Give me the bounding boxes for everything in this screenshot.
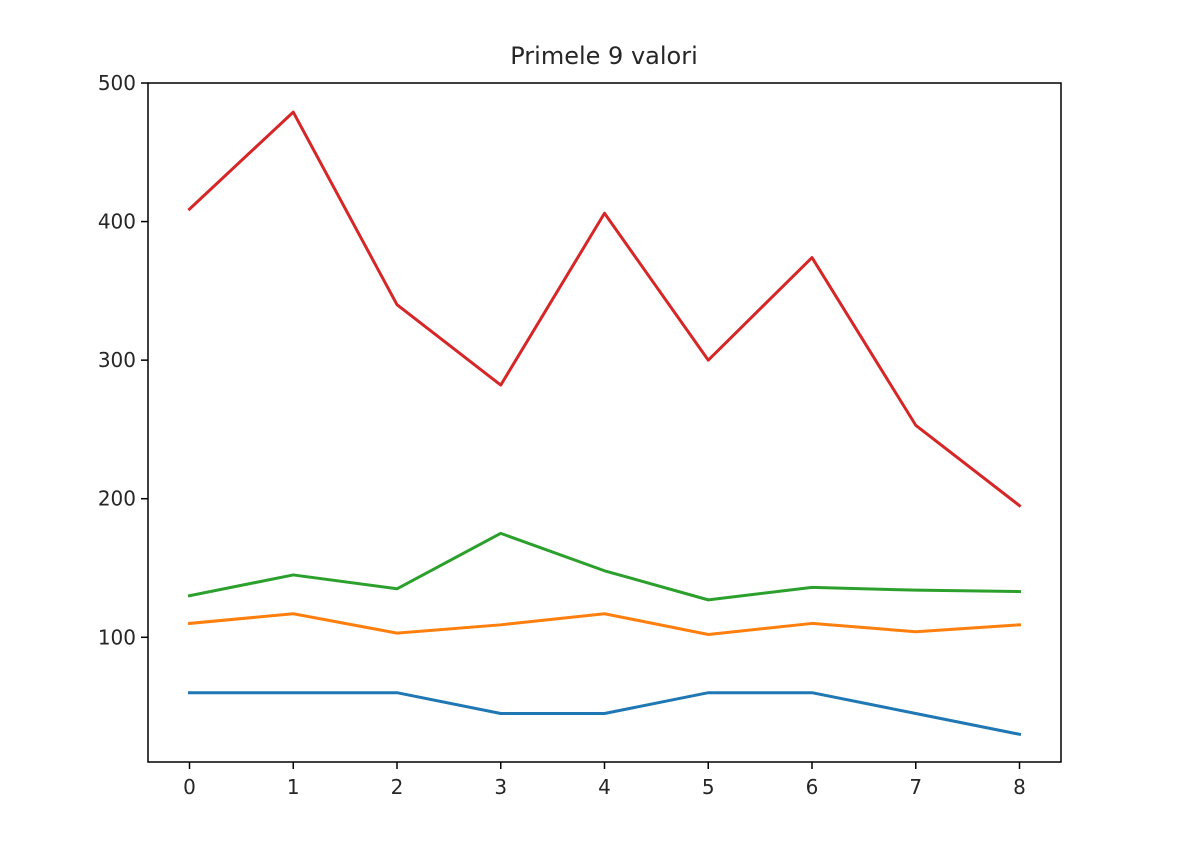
series-layer xyxy=(187,110,1022,737)
series-line-2 xyxy=(187,612,1022,637)
y-tick-label: 100 xyxy=(98,625,136,649)
y-tick-label: 400 xyxy=(98,210,136,234)
series-line-4 xyxy=(187,110,1022,508)
x-axis: 0 1 2 3 4 5 6 7 8 xyxy=(183,762,1026,799)
x-tick-label: 6 xyxy=(806,775,819,799)
x-tick-label: 2 xyxy=(391,775,404,799)
x-tick-label: 1 xyxy=(287,775,300,799)
x-tick-label: 8 xyxy=(1013,775,1026,799)
x-tick-label: 4 xyxy=(598,775,611,799)
y-tick-label: 300 xyxy=(98,348,136,372)
y-tick-label: 500 xyxy=(98,71,136,95)
y-tick-label: 200 xyxy=(98,487,136,511)
chart-title: Primele 9 valori xyxy=(510,42,698,70)
series-line-3 xyxy=(187,531,1022,602)
x-tick-label: 7 xyxy=(909,775,922,799)
y-axis: 100 200 300 400 500 xyxy=(98,71,148,649)
plot-frame xyxy=(147,82,1062,763)
x-tick-label: 5 xyxy=(702,775,715,799)
series-line-1 xyxy=(188,691,1022,737)
x-tick-label: 3 xyxy=(494,775,507,799)
x-tick-label: 0 xyxy=(183,775,196,799)
